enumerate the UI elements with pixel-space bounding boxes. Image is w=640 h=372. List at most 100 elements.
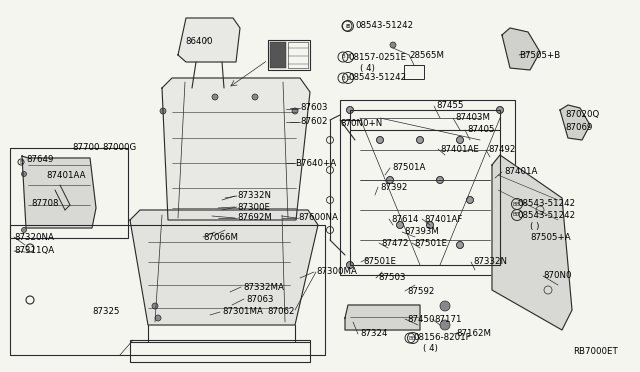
Polygon shape	[22, 156, 96, 228]
Text: 87332MA: 87332MA	[243, 282, 284, 292]
Circle shape	[155, 315, 161, 321]
Text: B: B	[345, 23, 349, 29]
Text: 87320NA: 87320NA	[14, 232, 54, 241]
Text: 87301MA: 87301MA	[222, 308, 263, 317]
Text: 87501E: 87501E	[414, 238, 447, 247]
Text: 87450: 87450	[407, 314, 435, 324]
Circle shape	[346, 106, 353, 113]
Text: B: B	[341, 55, 345, 60]
Text: 87692M: 87692M	[237, 214, 272, 222]
Text: 87401AE: 87401AE	[440, 144, 479, 154]
Text: 87708: 87708	[31, 199, 58, 208]
Text: 870N0+N: 870N0+N	[340, 119, 382, 128]
Text: 87393M: 87393M	[404, 228, 439, 237]
Text: 87171: 87171	[434, 314, 461, 324]
Text: 87324: 87324	[360, 330, 387, 339]
Bar	[404, 65, 424, 79]
Circle shape	[376, 137, 383, 144]
Circle shape	[426, 221, 433, 228]
Text: ( 4): ( 4)	[360, 64, 375, 73]
Text: 87162M: 87162M	[456, 330, 491, 339]
Text: 87066M: 87066M	[203, 232, 238, 241]
Bar	[10, 225, 325, 355]
Text: ( 4): ( 4)	[423, 344, 438, 353]
Text: 87401AA: 87401AA	[46, 170, 86, 180]
Text: 87472: 87472	[381, 238, 408, 247]
Circle shape	[440, 301, 450, 311]
Polygon shape	[492, 155, 572, 330]
Text: 28565M: 28565M	[409, 51, 444, 60]
Circle shape	[212, 94, 218, 100]
Circle shape	[497, 262, 504, 269]
Polygon shape	[502, 28, 540, 70]
Bar	[268, 40, 310, 70]
Text: B: B	[346, 23, 350, 29]
Text: 87069: 87069	[565, 122, 593, 131]
Text: 08543-51242: 08543-51242	[517, 211, 575, 219]
Circle shape	[456, 241, 463, 248]
Text: 87063: 87063	[246, 295, 273, 304]
Text: RB7000ET: RB7000ET	[573, 346, 618, 356]
Text: 08156-8201F: 08156-8201F	[413, 334, 470, 343]
Bar	[270, 42, 286, 68]
Polygon shape	[345, 305, 420, 330]
Text: B: B	[512, 212, 516, 218]
Circle shape	[397, 221, 403, 228]
Text: 87592: 87592	[407, 286, 435, 295]
Text: 08157-0251E: 08157-0251E	[348, 52, 406, 61]
Text: B: B	[408, 336, 412, 340]
Text: 86400: 86400	[185, 38, 212, 46]
Text: 87311QA: 87311QA	[14, 247, 54, 256]
Text: 870N0: 870N0	[543, 272, 572, 280]
Circle shape	[252, 94, 258, 100]
Polygon shape	[130, 210, 318, 325]
Text: B: B	[515, 202, 519, 206]
Circle shape	[417, 137, 424, 144]
Text: 87492: 87492	[488, 145, 515, 154]
Polygon shape	[162, 78, 310, 220]
Circle shape	[390, 42, 396, 48]
Text: B: B	[346, 55, 350, 60]
Text: 87603: 87603	[300, 103, 328, 112]
Circle shape	[191, 80, 196, 84]
Circle shape	[440, 320, 450, 330]
Text: 87405: 87405	[467, 125, 495, 135]
Text: 87401A: 87401A	[504, 167, 538, 176]
Text: 87602: 87602	[300, 118, 328, 126]
Text: 87392: 87392	[380, 183, 408, 192]
Circle shape	[22, 228, 26, 232]
Circle shape	[152, 303, 158, 309]
Bar	[340, 100, 515, 275]
Text: 87401AF: 87401AF	[424, 215, 462, 224]
Text: 08543-51242: 08543-51242	[348, 74, 406, 83]
Text: ( ): ( )	[530, 221, 540, 231]
Text: 87505+A: 87505+A	[530, 232, 571, 241]
Text: B: B	[19, 160, 22, 164]
Text: 08543-51242: 08543-51242	[517, 199, 575, 208]
Text: 87600NA: 87600NA	[298, 214, 338, 222]
Text: 87332N: 87332N	[473, 257, 507, 266]
Text: B: B	[341, 76, 345, 80]
Text: B7505+B: B7505+B	[519, 51, 560, 60]
Text: 87700: 87700	[72, 144, 99, 153]
Circle shape	[497, 106, 504, 113]
Text: 87000G: 87000G	[102, 144, 136, 153]
Text: B: B	[346, 76, 350, 80]
Text: 87020Q: 87020Q	[565, 110, 599, 119]
Text: 87300E: 87300E	[237, 202, 270, 212]
Text: 87332N: 87332N	[237, 192, 271, 201]
Text: B: B	[515, 212, 519, 218]
Text: 87300MA: 87300MA	[316, 267, 357, 276]
Text: 87325: 87325	[92, 308, 120, 317]
Bar	[130, 340, 310, 362]
Text: B7640+A: B7640+A	[295, 158, 336, 167]
Circle shape	[160, 108, 166, 114]
Text: 87614: 87614	[391, 215, 419, 224]
Circle shape	[346, 262, 353, 269]
Text: 87501E: 87501E	[363, 257, 396, 266]
Bar	[10, 148, 128, 238]
Text: 87403M: 87403M	[455, 113, 490, 122]
Circle shape	[221, 80, 225, 84]
Polygon shape	[560, 105, 590, 140]
Text: 08543-51242: 08543-51242	[355, 22, 413, 31]
